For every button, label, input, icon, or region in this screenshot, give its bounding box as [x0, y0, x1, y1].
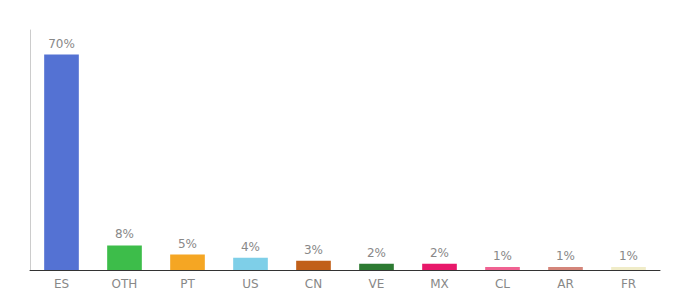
svg-text:AR: AR — [557, 277, 574, 291]
svg-text:1%: 1% — [493, 249, 512, 263]
svg-text:VE: VE — [369, 277, 385, 291]
svg-text:2%: 2% — [367, 246, 386, 260]
svg-text:8%: 8% — [115, 227, 134, 241]
svg-text:1%: 1% — [556, 249, 575, 263]
svg-text:US: US — [242, 277, 258, 291]
svg-text:2%: 2% — [430, 246, 449, 260]
svg-text:70%: 70% — [48, 37, 75, 51]
svg-text:5%: 5% — [178, 237, 197, 251]
svg-text:ES: ES — [54, 277, 69, 291]
svg-text:OTH: OTH — [112, 277, 138, 291]
svg-text:CL: CL — [495, 277, 510, 291]
svg-text:3%: 3% — [304, 243, 323, 257]
svg-text:FR: FR — [621, 277, 636, 291]
svg-text:4%: 4% — [241, 240, 260, 254]
svg-text:PT: PT — [180, 277, 195, 291]
svg-text:1%: 1% — [619, 249, 638, 263]
svg-text:CN: CN — [305, 277, 322, 291]
svg-text:MX: MX — [430, 277, 449, 291]
